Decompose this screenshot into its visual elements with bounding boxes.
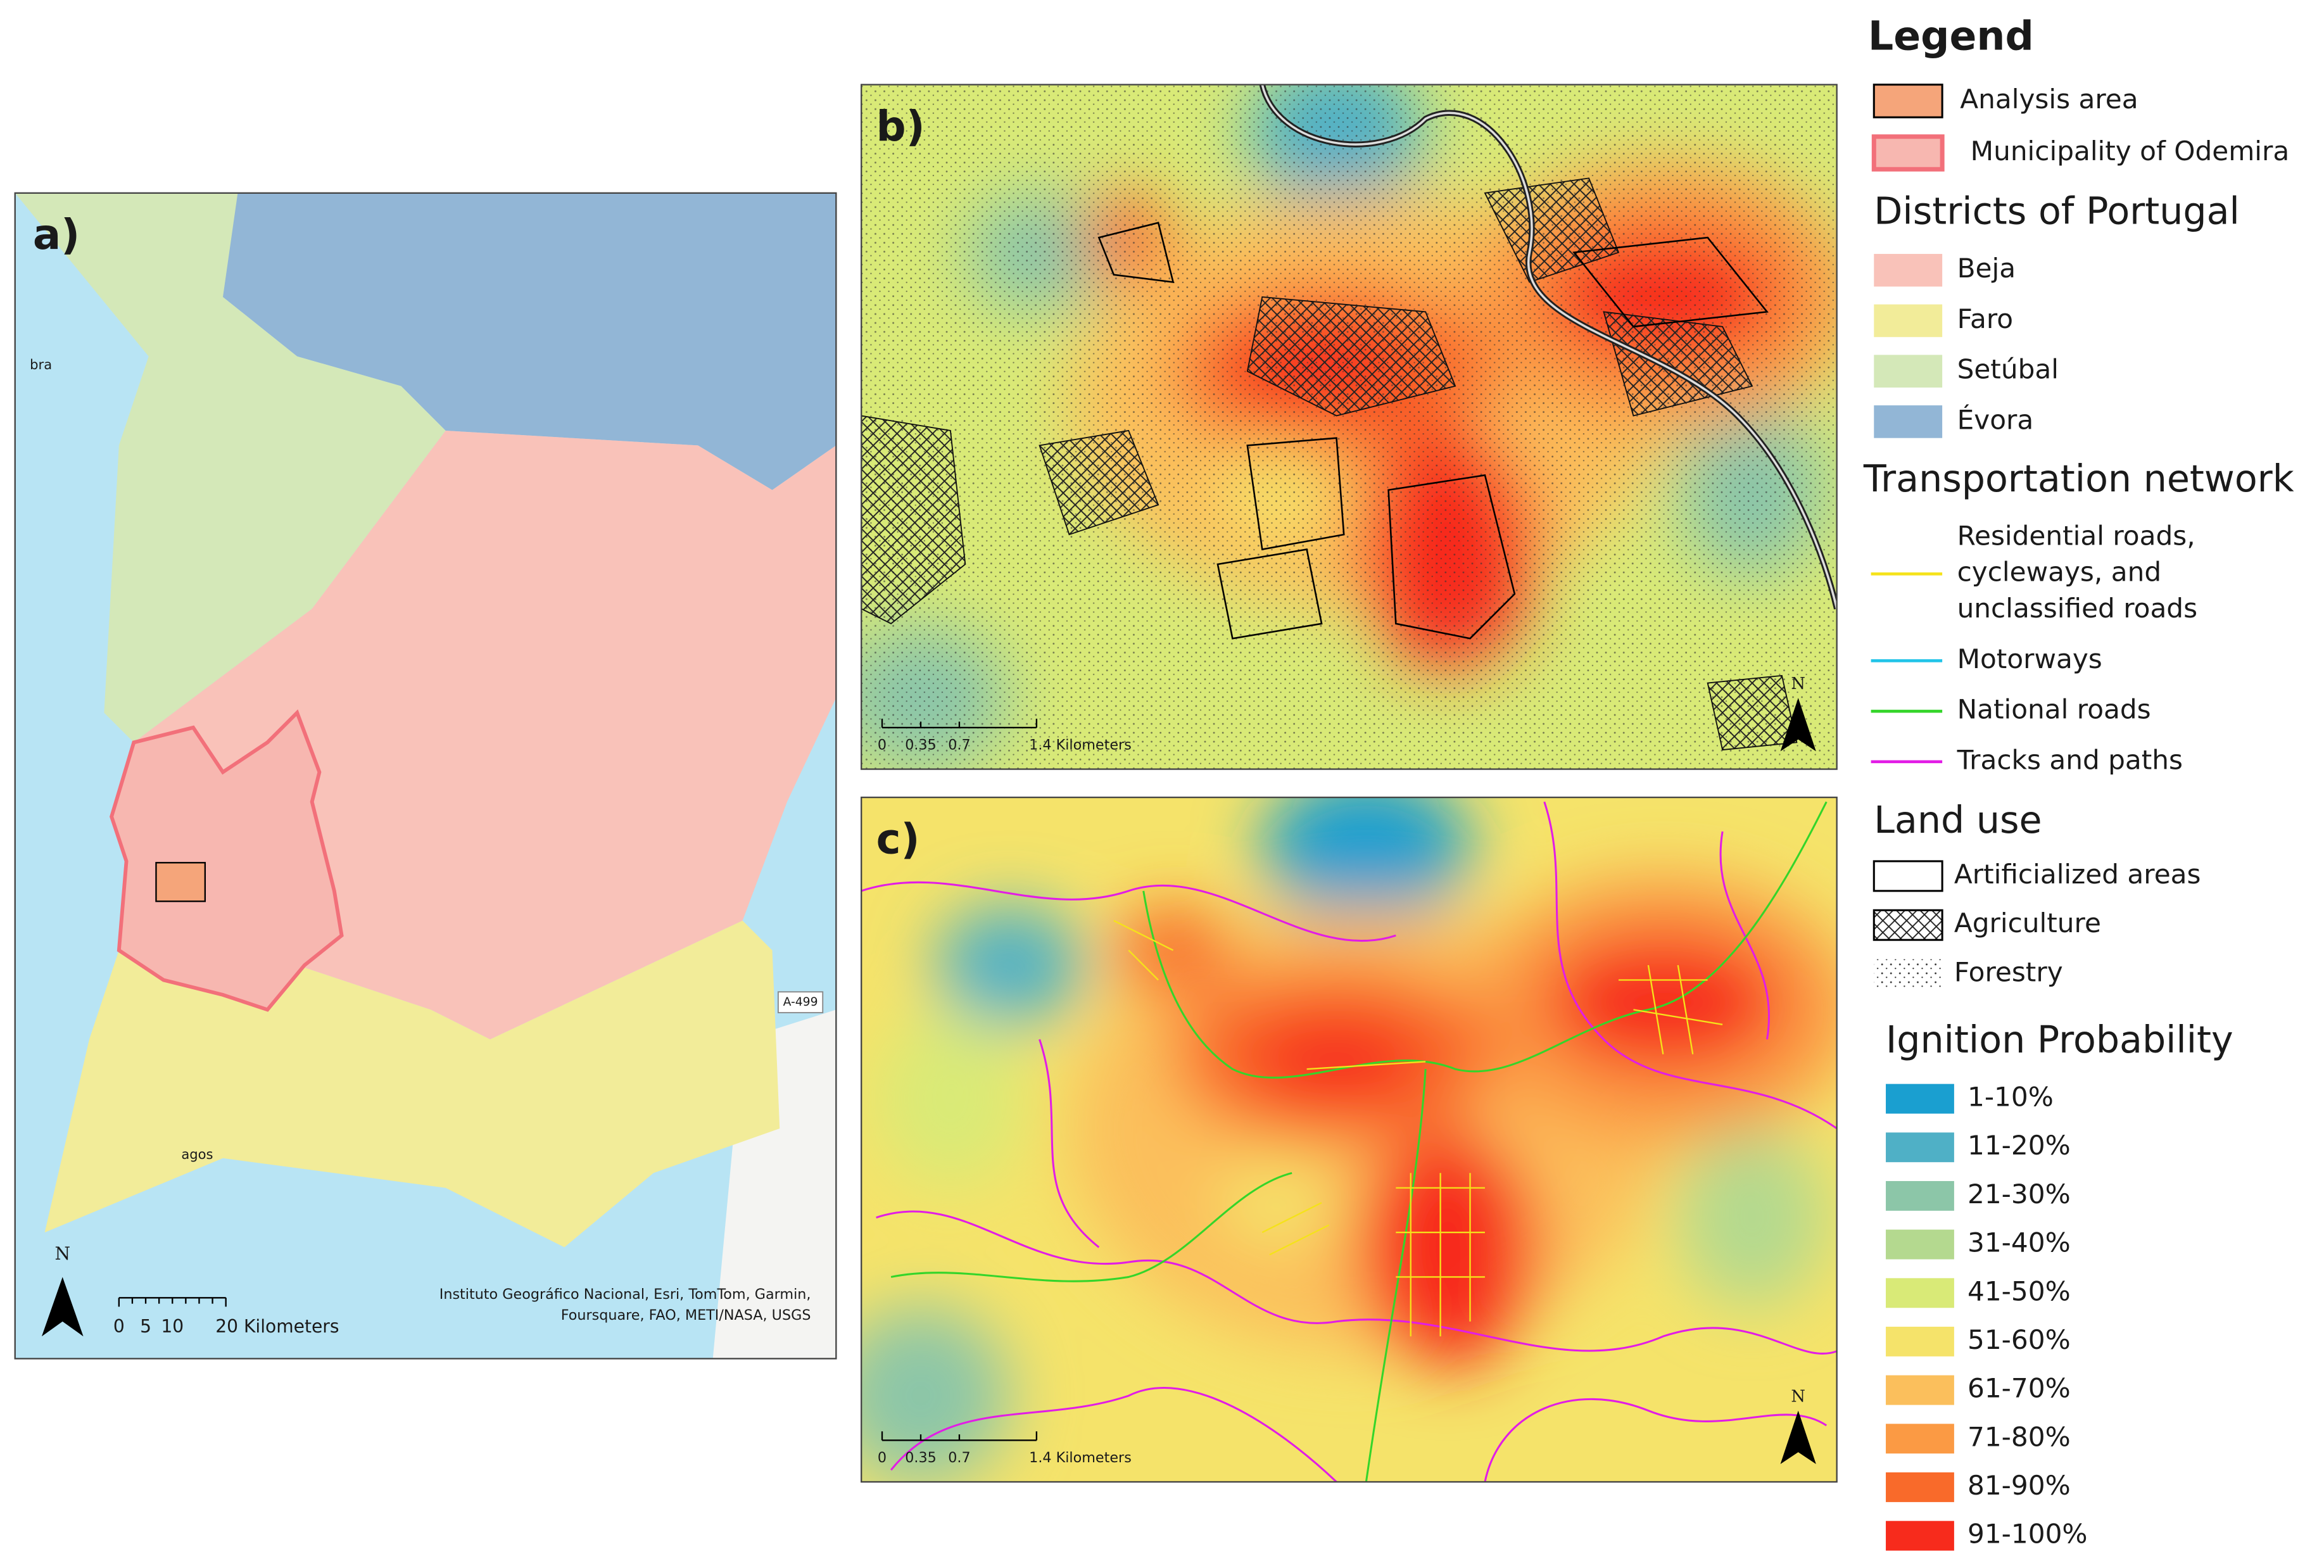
panel-b-map (861, 84, 1837, 769)
legend-swatch (1874, 355, 1943, 388)
panel-label: a) (33, 211, 80, 259)
panel-label: b) (876, 103, 925, 151)
north-label: N (1791, 674, 1805, 693)
map-label: bra (30, 357, 52, 372)
legend-label: 1-10% (1967, 1082, 2054, 1113)
legend-label: cycleways, and (1957, 557, 2162, 588)
scale-label: 0.35 (905, 1450, 937, 1466)
legend-label: 61-70% (1967, 1373, 2071, 1404)
legend-heading: Ignition Probability (1886, 1018, 2233, 1061)
legend-swatch (1886, 1132, 1954, 1163)
legend-label: Setúbal (1957, 354, 2059, 385)
legend-swatch (1886, 1375, 1954, 1405)
legend-label: 81-90% (1967, 1470, 2071, 1501)
legend-heading: Districts of Portugal (1874, 190, 2240, 233)
north-label: N (54, 1243, 70, 1264)
legend-swatch (1872, 860, 1943, 892)
attribution: Foursquare, FAO, METI/NASA, USGS (561, 1307, 811, 1324)
legend-label: 91-100% (1967, 1519, 2088, 1550)
legend-swatch (1886, 1472, 1954, 1502)
legend-title: Legend (1868, 13, 2034, 60)
legend-label: 41-50% (1967, 1275, 2071, 1306)
legend-label: 11-20% (1967, 1130, 2071, 1161)
legend-swatch (1886, 1326, 1954, 1356)
legend-label: National roads (1957, 694, 2151, 725)
legend-label: Évora (1957, 403, 2034, 435)
scale-label: 0.7 (948, 1450, 970, 1466)
legend-label: Agriculture (1954, 907, 2101, 939)
north-label: N (1791, 1387, 1805, 1406)
scale-label: 20 Kilometers (215, 1316, 339, 1337)
panel-label: c) (876, 816, 920, 864)
map-label: A-499 (783, 996, 818, 1009)
legend-label: Motorways (1957, 643, 2102, 674)
legend-swatch (1886, 1424, 1954, 1454)
scale-label: 0 (113, 1316, 125, 1337)
scale-label: 0 (878, 737, 887, 754)
scale-label: 5 (140, 1316, 151, 1337)
legend-swatch (1886, 1521, 1954, 1551)
legend-label: Forestry (1954, 957, 2063, 988)
legend-swatch (1874, 959, 1943, 989)
legend-label: Analysis area (1960, 84, 2138, 115)
legend-swatch (1872, 84, 1943, 118)
legend-swatch (1886, 1180, 1954, 1211)
legend-label: 31-40% (1967, 1227, 2071, 1258)
panel-a-map (15, 193, 837, 1359)
panel-c-map (861, 797, 1837, 1483)
legend-label: Faro (1957, 303, 2013, 334)
scale-label: 0.7 (948, 737, 970, 754)
legend-label: Residential roads, (1957, 520, 2195, 551)
legend-swatch (1874, 405, 1943, 438)
legend-swatch (1886, 1084, 1954, 1114)
legend-heading: Transportation network (1863, 457, 2294, 500)
legend-swatch (1886, 1278, 1954, 1308)
legend-label: unclassified roads (1957, 593, 2197, 624)
legend-heading: Land use (1874, 799, 2042, 842)
scale-label: 1.4 Kilometers (1029, 737, 1132, 754)
legend-label: Municipality of Odemira (1971, 136, 2290, 167)
legend-label: Beja (1957, 253, 2016, 284)
legend-swatch (1871, 134, 1945, 172)
scale-label: 1.4 Kilometers (1029, 1450, 1132, 1466)
scale-label: 0 (878, 1450, 887, 1466)
map-label: agos (181, 1146, 213, 1162)
legend-swatch (1886, 1229, 1954, 1260)
legend-swatch (1872, 909, 1943, 941)
legend-label: Artificialized areas (1954, 859, 2201, 890)
scale-label: 0.35 (905, 737, 937, 754)
legend-swatch (1874, 253, 1943, 287)
attribution: Instituto Geográfico Nacional, Esri, Tom… (439, 1286, 811, 1303)
legend-swatch (1874, 304, 1943, 338)
legend-label: 21-30% (1967, 1179, 2071, 1210)
scale-label: 10 (161, 1316, 184, 1337)
legend-label: Tracks and paths (1957, 744, 2183, 775)
legend-label: 51-60% (1967, 1324, 2071, 1355)
legend-label: 71-80% (1967, 1421, 2071, 1452)
